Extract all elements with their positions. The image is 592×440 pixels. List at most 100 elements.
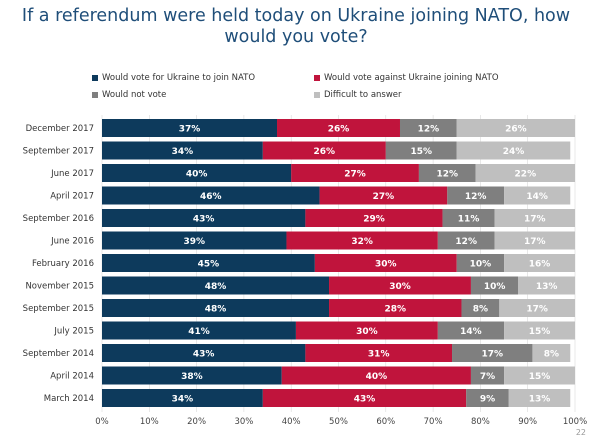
bar-segment [499,299,575,317]
bar-segment [262,141,386,160]
data-label: 9% [480,395,495,405]
data-label: 48% [205,305,227,315]
bar-segment [291,164,419,182]
data-label: 38% [181,372,203,382]
legend-swatch-against [314,75,320,81]
bar-segment [102,141,263,160]
data-label: 28% [384,305,406,315]
bar-segment [102,186,320,205]
bar-segment [102,321,296,340]
bar-segment [504,366,575,385]
data-label: 14% [526,192,548,202]
bar-segment [494,231,575,250]
bar-segment [494,209,575,227]
x-tick-label: 90% [518,417,537,427]
legend-label-for: Would vote for Ukraine to join NATO [102,73,256,83]
data-label: 7% [480,372,495,382]
chart-title: If a referendum were held today on Ukrai… [21,6,571,47]
data-label: 15% [411,147,433,157]
legend-label-not-vote: Would not vote [102,90,167,100]
data-label: 8% [544,350,559,360]
bar-segment [456,141,571,160]
data-label: 10% [484,282,506,292]
data-label: 31% [368,350,390,360]
data-label: 32% [351,237,373,247]
bar-segment [532,344,571,362]
x-tick-label: 80% [471,417,490,427]
category-label: June 2016 [50,237,94,247]
bar-segment [102,366,282,385]
data-label: 43% [354,395,376,405]
x-tick-label: 0% [95,417,109,427]
bar-segment [102,299,330,317]
bar-segment [319,186,448,205]
x-tick-label: 20% [187,417,206,427]
bar-segment [102,119,278,137]
bar-segment [461,299,500,317]
bar-segment [305,344,453,362]
data-label: 11% [458,215,480,225]
category-label: September 2014 [23,349,94,359]
data-label: 41% [188,327,210,337]
data-label: 34% [172,395,194,405]
legend-item-against: Would vote against Ukraine joining NATO [314,73,499,83]
legend: Would vote for Ukraine to join NATO Woul… [92,73,572,105]
category-label: June 2017 [50,169,94,179]
category-label: September 2017 [23,147,94,157]
bar-segment [286,231,438,250]
x-tick-label: 70% [424,417,443,427]
legend-swatch-for [92,75,98,81]
bar-segment [102,254,315,272]
bar-segment [102,231,287,250]
data-label: 17% [524,215,546,225]
legend-item-not-vote: Would not vote [92,90,166,100]
data-label: 8% [473,305,488,315]
bar-segment [470,276,519,295]
data-label: 10% [470,260,492,270]
bar-segment [329,276,471,295]
x-tick-label: 10% [140,417,159,427]
category-label: April 2014 [50,372,94,382]
legend-label-against: Would vote against Ukraine joining NATO [324,73,499,83]
bar-segment [418,164,476,182]
bar-segment [262,389,467,407]
data-label: 12% [418,125,440,135]
data-label: 45% [198,260,220,270]
bar-segment [314,254,457,272]
data-label: 30% [389,282,411,292]
data-label: 30% [375,260,397,270]
bar-segment [399,119,457,137]
bar-segment [466,389,509,407]
page-number: 22 [575,428,586,437]
x-tick-label: 30% [234,417,253,427]
legend-item-for: Would vote for Ukraine to join NATO [92,73,255,83]
data-label: 26% [328,125,350,135]
data-label: 12% [465,192,487,202]
bar-segment [305,209,443,227]
bar-segment [518,276,575,295]
bar-segment [102,344,306,362]
category-label: September 2015 [23,304,94,314]
x-tick-label: 100% [563,417,587,427]
legend-label-difficult: Difficult to answer [324,90,402,100]
data-label: 14% [460,327,482,337]
data-label: 43% [193,350,215,360]
category-label: March 2014 [44,394,94,404]
bar-segment [102,389,263,407]
data-label: 16% [529,260,551,270]
data-label: 27% [344,170,366,180]
bar-segment [447,186,505,205]
category-label: July 2015 [53,327,94,337]
data-label: 37% [179,125,201,135]
data-label: 12% [455,237,477,247]
data-label: 12% [437,170,459,180]
data-label: 24% [503,147,525,157]
bar-segment [329,299,462,317]
data-label: 26% [505,125,527,135]
data-label: 29% [363,215,385,225]
bar-segment [452,344,533,362]
x-tick-label: 60% [376,417,395,427]
bar-segment [102,276,330,295]
data-label: 34% [172,147,194,157]
